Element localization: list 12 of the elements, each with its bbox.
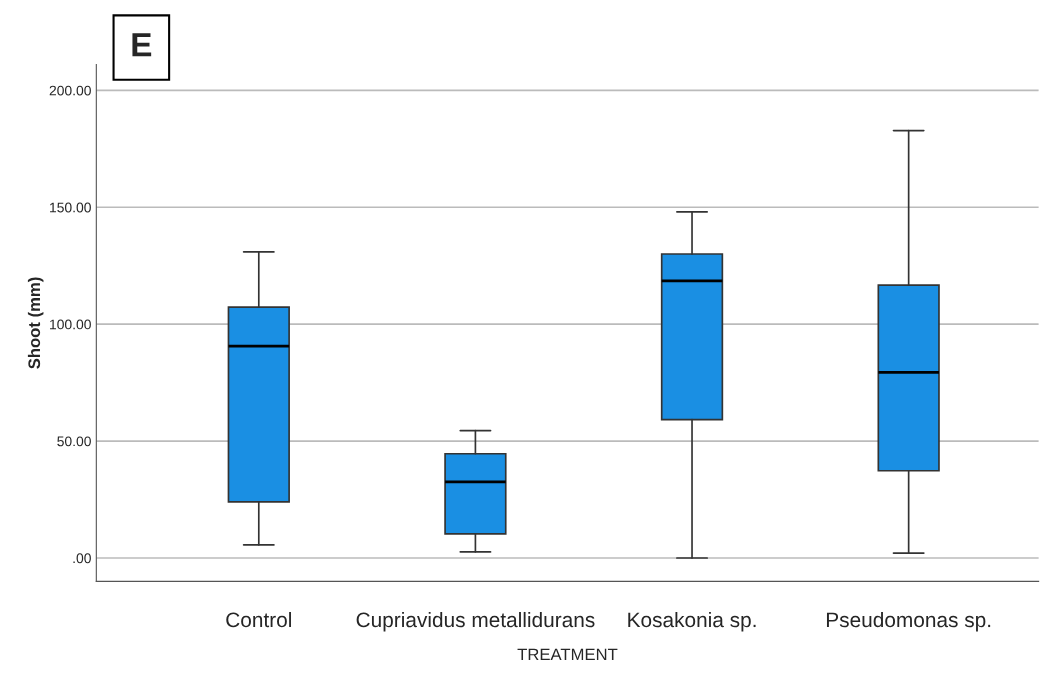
- y-tick-label: 50.00: [57, 436, 91, 447]
- x-tick-label: Cupriavidus metallidurans: [356, 611, 595, 632]
- y-tick-label: .00: [73, 553, 91, 564]
- x-axis-title: TREATMENT: [517, 648, 618, 661]
- x-tick-label: Control: [226, 611, 291, 628]
- y-tick-label: 200.00: [49, 85, 91, 96]
- y-axis-title: Shoot (mm): [27, 277, 44, 369]
- y-tick-label: 100.00: [50, 319, 91, 330]
- x-tick-label: Kosakonia sp.: [628, 611, 756, 632]
- y-tick-label: 150.00: [50, 202, 91, 213]
- text: E: [132, 33, 152, 57]
- x-tick-label: Pseudomonas sp.: [826, 611, 991, 632]
